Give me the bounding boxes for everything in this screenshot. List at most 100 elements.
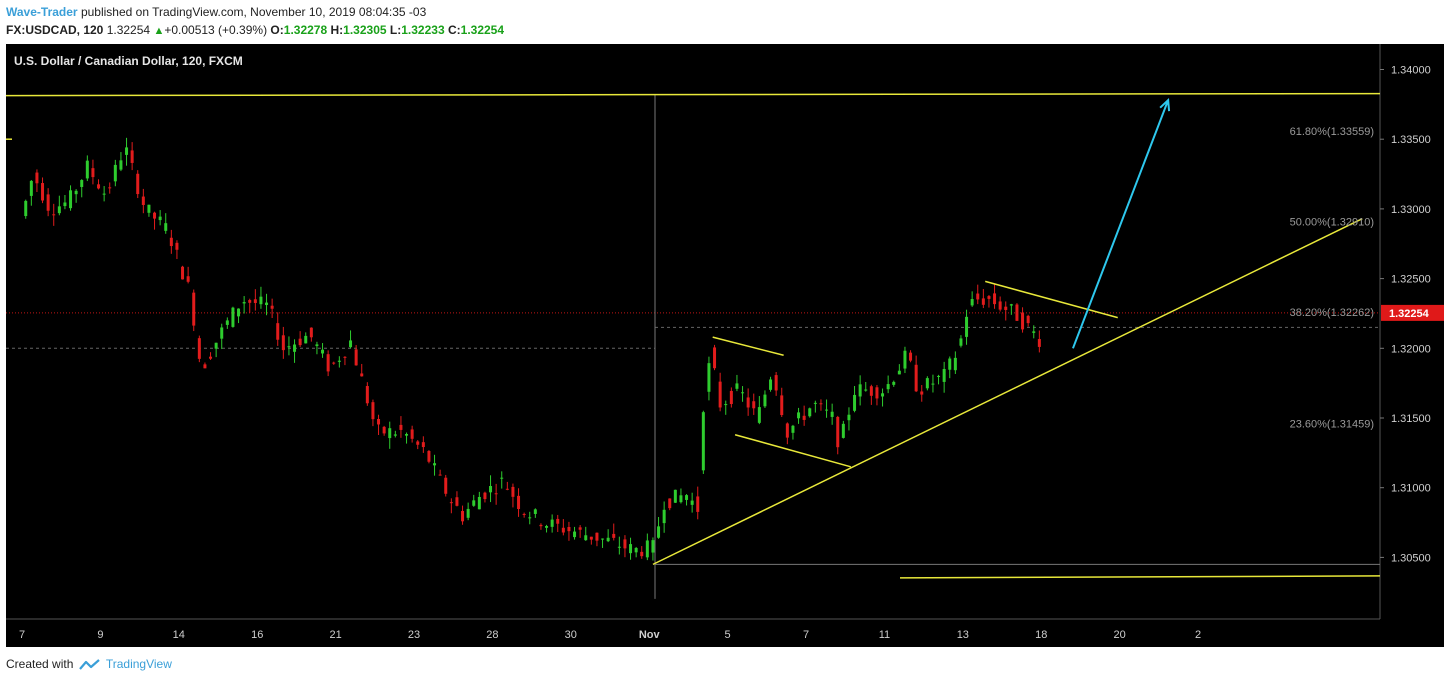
- candle-bullish: [942, 368, 946, 382]
- candle-bullish: [847, 414, 851, 421]
- candle-bearish: [785, 423, 789, 438]
- last-price: 1.32254: [106, 23, 151, 37]
- candle-bearish: [354, 349, 358, 366]
- candle-bearish: [438, 474, 442, 476]
- candle-bullish: [337, 360, 341, 362]
- candle-bullish: [813, 402, 817, 404]
- candle-bearish: [1021, 312, 1025, 330]
- candle-bearish: [920, 391, 924, 395]
- candle-bearish: [449, 502, 453, 504]
- candle-bearish: [326, 354, 330, 372]
- candle-bearish: [298, 338, 302, 346]
- candle-bearish: [136, 173, 140, 195]
- candle-bullish: [242, 302, 246, 304]
- x-tick-label: 7: [19, 629, 25, 641]
- tradingview-brand-link[interactable]: TradingView: [105, 657, 172, 671]
- candle-bearish: [909, 352, 913, 361]
- candle-bullish: [937, 375, 941, 377]
- candle-bearish: [998, 301, 1002, 310]
- candle-bearish: [186, 276, 190, 282]
- candle-bearish: [427, 451, 431, 462]
- candle-bullish: [287, 346, 291, 348]
- candle-bearish: [209, 356, 213, 359]
- last-price-badge: [1381, 304, 1444, 321]
- candle-bullish: [533, 509, 537, 514]
- x-tick-label: 5: [725, 629, 731, 641]
- candle-bearish: [668, 498, 672, 509]
- candle-bearish: [181, 266, 185, 280]
- candle-bearish: [360, 373, 364, 377]
- candle-bearish: [97, 184, 101, 189]
- candle-bullish: [959, 338, 963, 346]
- x-tick-label: 9: [97, 629, 103, 641]
- y-tick-label: 1.32500: [1391, 274, 1431, 286]
- candle-bullish: [265, 302, 269, 306]
- x-tick-label: 7: [803, 629, 809, 641]
- candle-bullish: [651, 540, 655, 553]
- candle-bearish: [752, 401, 756, 409]
- candle-bearish: [578, 527, 582, 530]
- candle-bearish: [455, 497, 459, 506]
- candle-bearish: [410, 429, 414, 439]
- candle-bearish: [1037, 339, 1041, 347]
- candle-bullish: [584, 535, 588, 541]
- candle-bearish: [561, 527, 565, 533]
- flag-upper-line[interactable]: [712, 336, 784, 356]
- candle-bullish: [349, 340, 353, 348]
- author-link[interactable]: Wave-Trader: [6, 5, 78, 19]
- published-text: published on TradingView.com, November 1…: [80, 5, 427, 19]
- candle-bearish: [41, 183, 45, 201]
- candle-bearish: [780, 395, 784, 416]
- candle-bullish: [405, 433, 409, 436]
- price-chart[interactable]: 61.80%(1.33559) 50.00%(1.32910) 38.20%(1.3…: [0, 44, 1444, 647]
- candle-bullish: [701, 412, 705, 471]
- horizontal-support-line[interactable]: [899, 575, 1381, 579]
- candle-bearish: [399, 424, 403, 430]
- candle-bullish: [925, 378, 929, 389]
- x-tick-label: Nov: [639, 629, 661, 641]
- created-with-text: Created with: [6, 657, 74, 671]
- candle-bearish: [175, 242, 179, 250]
- candle-bullish: [606, 537, 610, 542]
- candle-bullish: [293, 344, 297, 352]
- candle-bearish: [869, 386, 873, 396]
- candle-bearish: [802, 415, 806, 420]
- candle-bearish: [483, 492, 487, 500]
- candle-bearish: [595, 532, 599, 541]
- candle-bullish: [1009, 304, 1013, 306]
- x-tick-label: 28: [486, 629, 498, 641]
- flag-lower-line[interactable]: [734, 434, 852, 468]
- ascending-trendline[interactable]: [652, 217, 1363, 566]
- candle-bearish: [309, 327, 313, 338]
- y-tick-label: 1.34000: [1391, 65, 1431, 77]
- candle-bullish: [472, 500, 476, 506]
- x-tick-label: 14: [173, 629, 185, 641]
- candle-bullish: [57, 206, 61, 214]
- fib-level-label: 23.60%(1.31459): [1290, 419, 1374, 431]
- x-tick-label: 13: [957, 629, 969, 641]
- candle-bullish: [707, 363, 711, 392]
- candle-bullish: [741, 392, 745, 394]
- candle-bullish: [679, 495, 683, 503]
- candle-bullish: [791, 425, 795, 433]
- publish-line: Wave-Trader published on TradingView.com…: [6, 5, 426, 19]
- tradingview-logo-icon: [78, 659, 100, 670]
- candle-bullish: [858, 384, 862, 397]
- fib-level-label: 50.00%(1.32910): [1290, 216, 1374, 228]
- high-value: 1.32305: [343, 23, 387, 37]
- candle-bullish: [259, 296, 263, 305]
- projection-arrow[interactable]: [1072, 99, 1170, 349]
- candle-bearish: [421, 442, 425, 448]
- x-tick-label: 20: [1113, 629, 1125, 641]
- candle-bullish: [164, 223, 168, 231]
- candle-bullish: [231, 307, 235, 327]
- symbol-label: FX:USDCAD, 120: [6, 23, 104, 37]
- descending-resistance-line[interactable]: [985, 280, 1118, 319]
- triangle-up-icon: ▲: [153, 25, 165, 37]
- candle-bullish: [477, 496, 481, 510]
- candle-bearish: [517, 495, 521, 509]
- horizontal-resistance-line[interactable]: [5, 92, 1381, 97]
- candle-bullish: [321, 349, 325, 354]
- candle-bullish: [315, 344, 319, 346]
- candle-bearish: [461, 510, 465, 522]
